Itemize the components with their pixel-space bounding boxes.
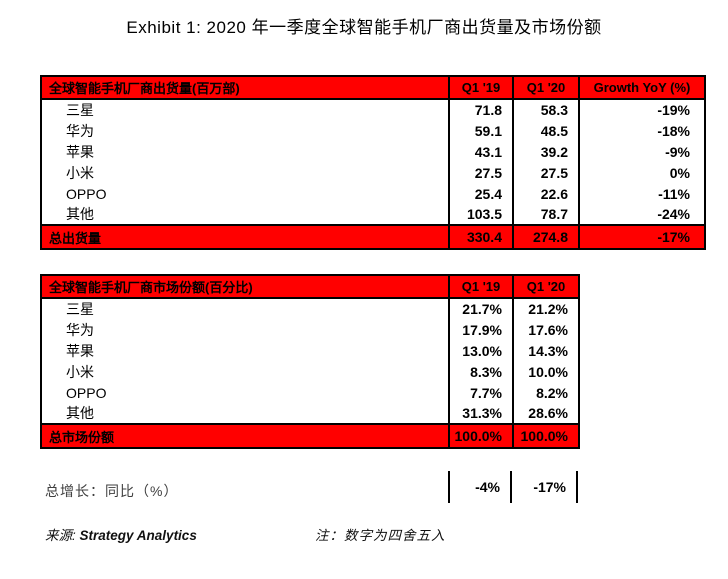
market-share-table: 全球智能手机厂商市场份额(百分比) Q1 '19 Q1 '20 三星 21.7%… — [40, 274, 580, 449]
share-q1-20: 10.0% — [512, 361, 580, 382]
table-row: 三星 21.7% 21.2% — [40, 298, 580, 319]
value-growth: -24% — [578, 204, 706, 225]
note-line: 注：数字为四舍五入 — [315, 528, 446, 543]
total-q1-19: 330.4 — [448, 224, 514, 250]
share-q1-19: 8.3% — [448, 361, 514, 382]
shipments-total-row: 总出货量 330.4 274.8 -17% — [40, 224, 706, 250]
table-row: 苹果 13.0% 14.3% — [40, 340, 580, 361]
table-row: OPPO 7.7% 8.2% — [40, 382, 580, 403]
source-name: Strategy Analytics — [79, 528, 197, 543]
shipments-col-growth: Growth YoY (%) — [578, 75, 706, 100]
total-label: 总出货量 — [40, 224, 450, 250]
share-q1-19: 7.7% — [448, 382, 514, 403]
share-header-row: 全球智能手机厂商市场份额(百分比) Q1 '19 Q1 '20 — [40, 274, 580, 299]
vendor-label: 华为 — [40, 120, 450, 141]
vendor-label: 苹果 — [40, 141, 450, 162]
share-q1-20: 28.6% — [512, 403, 580, 424]
value-q1-19: 103.5 — [448, 204, 514, 225]
value-q1-20: 22.6 — [512, 183, 580, 204]
value-q1-19: 25.4 — [448, 183, 514, 204]
exhibit-title: Exhibit 1: 2020 年一季度全球智能手机厂商出货量及市场份额 — [126, 18, 602, 37]
growth-summary-label: 总增长：同比（%） — [45, 483, 179, 499]
shipments-header-row: 全球智能手机厂商出货量(百万部) Q1 '19 Q1 '20 Growth Yo… — [40, 75, 706, 100]
vendor-label: 小米 — [40, 162, 450, 183]
share-q1-20: 8.2% — [512, 382, 580, 403]
table-row: 华为 59.1 48.5 -18% — [40, 120, 706, 141]
source-line: 来源: Strategy Analytics — [45, 524, 197, 544]
share-total-row: 总市场份额 100.0% 100.0% — [40, 423, 580, 449]
vendor-label: 苹果 — [40, 340, 450, 361]
value-growth: 0% — [578, 162, 706, 183]
vendor-label: 三星 — [40, 99, 450, 120]
shipments-table-title: 全球智能手机厂商出货量(百万部) — [40, 75, 450, 100]
table-row: OPPO 25.4 22.6 -11% — [40, 183, 706, 204]
shipments-col-q1-20: Q1 '20 — [512, 75, 580, 100]
table-row: 小米 27.5 27.5 0% — [40, 162, 706, 183]
value-q1-19: 43.1 — [448, 141, 514, 162]
value-q1-20: 78.7 — [512, 204, 580, 225]
value-growth: -18% — [578, 120, 706, 141]
share-q1-20: 21.2% — [512, 298, 580, 319]
source-label: 来源: — [45, 528, 76, 543]
share-q1-19: 21.7% — [448, 298, 514, 319]
value-growth: -9% — [578, 141, 706, 162]
vendor-label: 其他 — [40, 403, 450, 424]
share-table-title: 全球智能手机厂商市场份额(百分比) — [40, 274, 450, 299]
value-q1-19: 27.5 — [448, 162, 514, 183]
value-q1-20: 27.5 — [512, 162, 580, 183]
total-growth: -17% — [578, 224, 706, 250]
vendor-label: 小米 — [40, 361, 450, 382]
value-q1-20: 48.5 — [512, 120, 580, 141]
share-q1-19: 31.3% — [448, 403, 514, 424]
value-q1-19: 59.1 — [448, 120, 514, 141]
share-q1-19: 13.0% — [448, 340, 514, 361]
share-q1-20: 14.3% — [512, 340, 580, 361]
total-q1-20: 274.8 — [512, 224, 580, 250]
shipments-table: 全球智能手机厂商出货量(百万部) Q1 '19 Q1 '20 Growth Yo… — [40, 75, 706, 250]
table-row: 三星 71.8 58.3 -19% — [40, 99, 706, 120]
growth-summary-q1-20: -17% — [512, 471, 578, 503]
total-q1-19: 100.0% — [448, 423, 514, 449]
vendor-label: 三星 — [40, 298, 450, 319]
value-q1-20: 58.3 — [512, 99, 580, 120]
vendor-label: 华为 — [40, 319, 450, 340]
growth-summary-q1-19: -4% — [448, 471, 512, 503]
share-col-q1-20: Q1 '20 — [512, 274, 580, 299]
value-growth: -11% — [578, 183, 706, 204]
table-row: 小米 8.3% 10.0% — [40, 361, 580, 382]
value-q1-19: 71.8 — [448, 99, 514, 120]
table-row: 其他 103.5 78.7 -24% — [40, 204, 706, 225]
value-growth: -19% — [578, 99, 706, 120]
share-col-q1-19: Q1 '19 — [448, 274, 514, 299]
total-label: 总市场份额 — [40, 423, 450, 449]
vendor-label: OPPO — [40, 382, 450, 403]
table-row: 华为 17.9% 17.6% — [40, 319, 580, 340]
value-q1-20: 39.2 — [512, 141, 580, 162]
table-row: 其他 31.3% 28.6% — [40, 403, 580, 424]
share-q1-20: 17.6% — [512, 319, 580, 340]
vendor-label: 其他 — [40, 204, 450, 225]
shipments-col-q1-19: Q1 '19 — [448, 75, 514, 100]
total-q1-20: 100.0% — [512, 423, 580, 449]
table-row: 苹果 43.1 39.2 -9% — [40, 141, 706, 162]
share-q1-19: 17.9% — [448, 319, 514, 340]
vendor-label: OPPO — [40, 183, 450, 204]
